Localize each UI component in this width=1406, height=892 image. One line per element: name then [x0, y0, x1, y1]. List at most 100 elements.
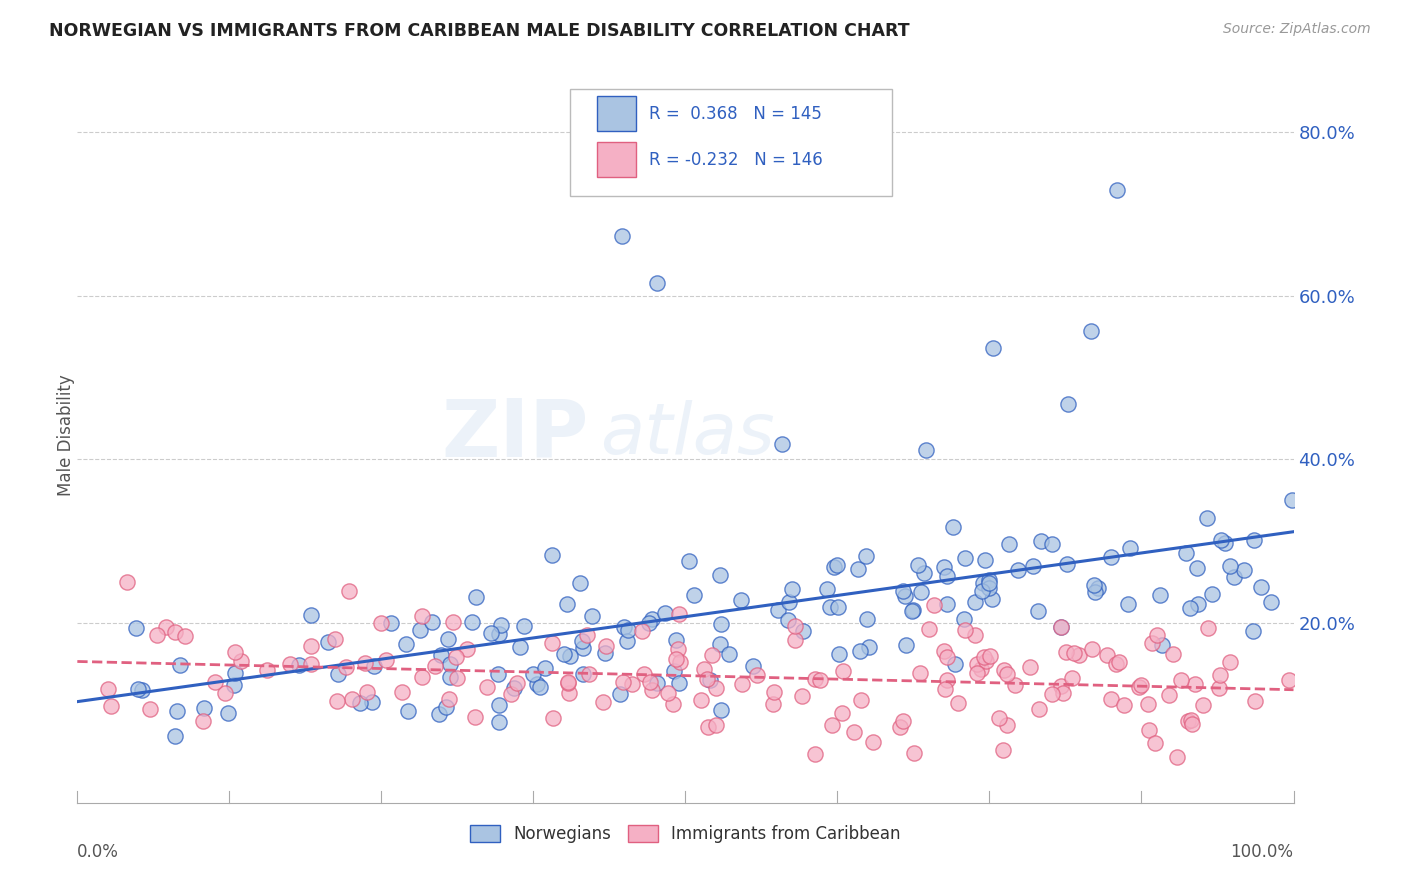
Point	[488, 698, 510, 712]
Point	[654, 606, 676, 620]
Point	[768, 603, 790, 617]
Point	[409, 624, 432, 638]
Point	[411, 608, 433, 623]
Point	[1159, 689, 1181, 703]
Point	[1241, 624, 1264, 638]
Point	[995, 718, 1018, 732]
Point	[337, 584, 360, 599]
Point	[827, 600, 849, 615]
Point	[936, 597, 959, 611]
Point	[503, 681, 526, 695]
Point	[581, 609, 603, 624]
Point	[224, 665, 246, 680]
Point	[896, 638, 918, 652]
Point	[790, 689, 813, 703]
Point	[1119, 541, 1142, 555]
Point	[855, 612, 877, 626]
Point	[1050, 620, 1073, 634]
Point	[131, 683, 153, 698]
Point	[557, 675, 579, 690]
Point	[522, 667, 544, 681]
Point	[526, 677, 548, 691]
Point	[657, 686, 679, 700]
Point	[1243, 533, 1265, 547]
Point	[785, 632, 807, 647]
Point	[1185, 560, 1208, 574]
Point	[1004, 678, 1026, 692]
Point	[578, 666, 600, 681]
Point	[977, 573, 1000, 587]
Point	[662, 697, 685, 711]
Point	[1105, 657, 1128, 671]
Point	[456, 641, 478, 656]
Point	[541, 711, 564, 725]
Point	[374, 653, 396, 667]
Point	[1084, 584, 1107, 599]
Point	[513, 619, 536, 633]
Point	[901, 604, 924, 618]
Point	[704, 718, 727, 732]
Point	[1192, 698, 1215, 712]
Point	[1128, 680, 1150, 694]
Point	[439, 657, 461, 672]
Point	[1112, 698, 1135, 713]
Point	[641, 612, 664, 626]
Point	[935, 569, 957, 583]
Point	[479, 625, 502, 640]
Point	[571, 634, 593, 648]
FancyBboxPatch shape	[596, 96, 636, 131]
Point	[702, 648, 724, 662]
Point	[1278, 673, 1301, 687]
Point	[592, 695, 614, 709]
Point	[1260, 595, 1282, 609]
Point	[1130, 678, 1153, 692]
Point	[100, 699, 122, 714]
Point	[638, 675, 661, 690]
Point	[555, 597, 578, 611]
Point	[1146, 628, 1168, 642]
Point	[411, 670, 433, 684]
Point	[697, 720, 720, 734]
Point	[638, 615, 661, 630]
Text: 100.0%: 100.0%	[1230, 843, 1294, 862]
Point	[193, 700, 215, 714]
Point	[991, 743, 1014, 757]
Point	[948, 696, 970, 710]
Point	[972, 575, 994, 590]
Point	[127, 682, 149, 697]
Point	[995, 666, 1018, 681]
Point	[903, 603, 925, 617]
Point	[731, 677, 754, 691]
Point	[903, 746, 925, 760]
Point	[894, 589, 917, 603]
Point	[810, 673, 832, 687]
Point	[699, 673, 721, 687]
Point	[214, 686, 236, 700]
Point	[191, 714, 214, 728]
Point	[696, 672, 718, 686]
Point	[1209, 533, 1232, 547]
Point	[710, 617, 733, 632]
Point	[169, 657, 191, 672]
Point	[932, 644, 955, 658]
Point	[1063, 646, 1085, 660]
FancyBboxPatch shape	[569, 89, 893, 195]
Point	[224, 645, 246, 659]
Point	[935, 650, 957, 665]
Point	[394, 636, 416, 650]
Point	[595, 639, 617, 653]
Point	[434, 700, 457, 714]
Point	[1056, 557, 1078, 571]
Point	[1052, 686, 1074, 700]
Point	[1042, 536, 1064, 550]
Point	[326, 666, 349, 681]
Point	[1022, 559, 1045, 574]
Point	[966, 657, 988, 672]
Point	[391, 685, 413, 699]
Point	[340, 691, 363, 706]
Point	[616, 633, 638, 648]
Point	[998, 537, 1021, 551]
Point	[783, 619, 806, 633]
Point	[1149, 588, 1171, 602]
Point	[953, 550, 976, 565]
